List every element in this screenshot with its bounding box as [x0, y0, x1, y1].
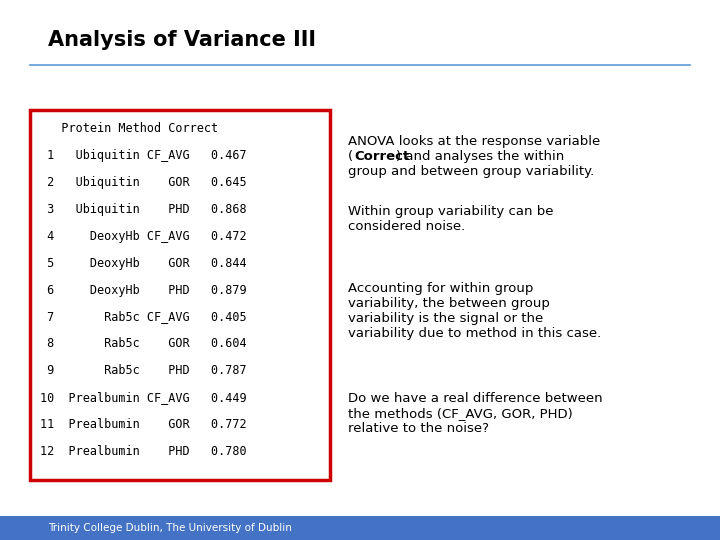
- Text: the methods (CF_AVG, GOR, PHD): the methods (CF_AVG, GOR, PHD): [348, 407, 572, 420]
- Text: variability, the between group: variability, the between group: [348, 297, 550, 310]
- Text: considered noise.: considered noise.: [348, 220, 465, 233]
- Text: 5     DeoxyHb    GOR   0.844: 5 DeoxyHb GOR 0.844: [40, 256, 247, 269]
- Text: 9       Rab5c    PHD   0.787: 9 Rab5c PHD 0.787: [40, 364, 247, 377]
- Text: 6     DeoxyHb    PHD   0.879: 6 DeoxyHb PHD 0.879: [40, 284, 247, 296]
- Text: Do we have a real difference between: Do we have a real difference between: [348, 392, 603, 405]
- Text: 8       Rab5c    GOR   0.604: 8 Rab5c GOR 0.604: [40, 338, 247, 350]
- Text: Accounting for within group: Accounting for within group: [348, 282, 534, 295]
- Text: variability is the signal or the: variability is the signal or the: [348, 312, 544, 325]
- Text: 3   Ubiquitin    PHD   0.868: 3 Ubiquitin PHD 0.868: [40, 202, 247, 216]
- FancyBboxPatch shape: [30, 110, 330, 480]
- Text: (: (: [348, 150, 353, 163]
- Text: variability due to method in this case.: variability due to method in this case.: [348, 327, 601, 340]
- Text: 11  Prealbumin    GOR   0.772: 11 Prealbumin GOR 0.772: [40, 418, 247, 431]
- Text: ANOVA looks at the response variable: ANOVA looks at the response variable: [348, 135, 600, 148]
- Text: relative to the noise?: relative to the noise?: [348, 422, 489, 435]
- Text: Protein Method Correct: Protein Method Correct: [40, 122, 218, 135]
- Text: Trinity College Dublin, The University of Dublin: Trinity College Dublin, The University o…: [48, 523, 292, 533]
- Text: 10  Prealbumin CF_AVG   0.449: 10 Prealbumin CF_AVG 0.449: [40, 392, 247, 404]
- Text: Within group variability can be: Within group variability can be: [348, 205, 554, 218]
- Text: 2   Ubiquitin    GOR   0.645: 2 Ubiquitin GOR 0.645: [40, 176, 247, 189]
- Text: Analysis of Variance III: Analysis of Variance III: [48, 30, 316, 50]
- Text: Correct: Correct: [354, 150, 410, 163]
- Text: group and between group variability.: group and between group variability.: [348, 165, 594, 178]
- Text: ) and analyses the within: ) and analyses the within: [396, 150, 564, 163]
- Text: 1   Ubiquitin CF_AVG   0.467: 1 Ubiquitin CF_AVG 0.467: [40, 149, 247, 162]
- Text: 12  Prealbumin    PHD   0.780: 12 Prealbumin PHD 0.780: [40, 445, 247, 458]
- Bar: [0, 516, 720, 540]
- Text: 4     DeoxyHb CF_AVG   0.472: 4 DeoxyHb CF_AVG 0.472: [40, 230, 247, 242]
- Text: 7       Rab5c CF_AVG   0.405: 7 Rab5c CF_AVG 0.405: [40, 310, 247, 323]
